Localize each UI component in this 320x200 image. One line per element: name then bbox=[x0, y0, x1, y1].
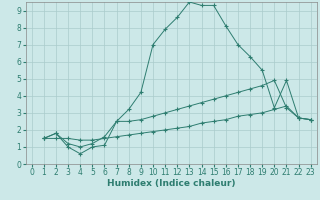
X-axis label: Humidex (Indice chaleur): Humidex (Indice chaleur) bbox=[107, 179, 236, 188]
